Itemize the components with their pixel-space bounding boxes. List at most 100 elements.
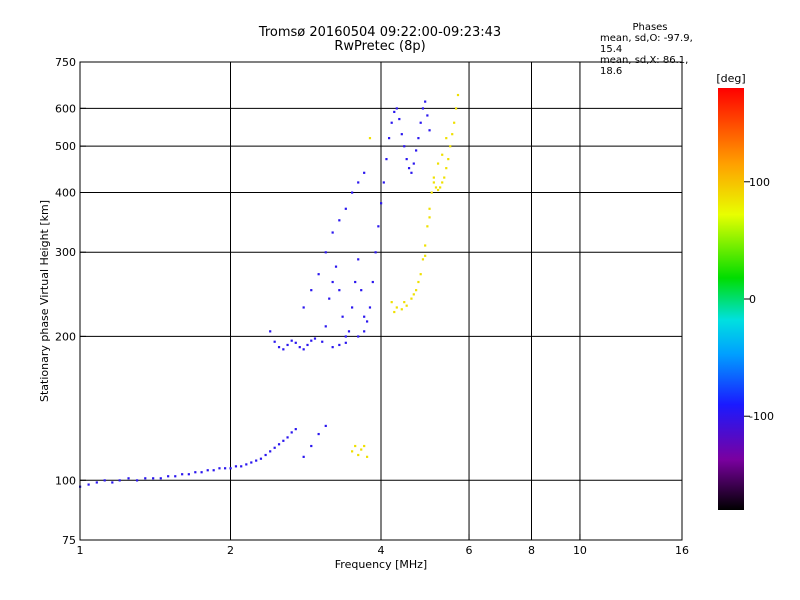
data-point-o bbox=[290, 339, 293, 342]
data-point-o bbox=[331, 231, 334, 234]
phase-stats-o: mean, sd,O: -97.9, 15.4 bbox=[600, 33, 693, 55]
data-point-o bbox=[286, 343, 289, 347]
data-point-o bbox=[324, 251, 327, 254]
data-point-x bbox=[390, 301, 393, 304]
data-point-o bbox=[385, 158, 388, 161]
phase-colorbar: [deg] 100 0 -100 bbox=[716, 72, 774, 510]
data-point-x bbox=[445, 137, 448, 140]
data-point-o bbox=[294, 428, 297, 431]
y-tick-label: 300 bbox=[55, 246, 76, 259]
colorbar-gradient bbox=[718, 88, 744, 510]
data-point-o bbox=[421, 107, 425, 110]
phase-stats-x: mean, sd,X: 86.1, 18.6 bbox=[600, 55, 689, 77]
data-point-o bbox=[269, 450, 272, 453]
data-point-o bbox=[206, 469, 209, 472]
data-point-o bbox=[354, 280, 357, 284]
x-tick-label: 10 bbox=[573, 544, 587, 557]
data-point-x bbox=[441, 181, 444, 184]
data-point-o bbox=[371, 280, 374, 284]
data-point-o bbox=[363, 171, 366, 174]
data-point-o bbox=[400, 133, 403, 136]
data-point-x bbox=[428, 207, 431, 210]
data-point-o bbox=[334, 265, 338, 268]
chart-title: Tromsø 20160504 09:22:00-09:23:43 bbox=[258, 25, 502, 40]
y-axis-label: Stationary phase Virtual Height [km] bbox=[38, 200, 51, 402]
data-point-o bbox=[357, 335, 360, 338]
data-point-o bbox=[111, 481, 114, 484]
data-point-o bbox=[282, 348, 285, 351]
data-point-o bbox=[377, 225, 380, 228]
data-point-o bbox=[393, 110, 396, 114]
data-point-o bbox=[174, 475, 177, 478]
data-point-x bbox=[428, 216, 431, 219]
colorbar-tick-label: 0 bbox=[749, 293, 756, 306]
data-point-x bbox=[410, 297, 413, 300]
data-point-x bbox=[436, 162, 440, 165]
y-tick-label: 200 bbox=[55, 330, 76, 343]
data-point-o bbox=[181, 473, 184, 476]
data-point-o bbox=[351, 306, 354, 309]
data-point-o bbox=[368, 306, 372, 309]
y-tick-label: 100 bbox=[55, 474, 76, 487]
data-point-o bbox=[390, 121, 393, 124]
data-points bbox=[79, 93, 460, 488]
data-point-o bbox=[200, 471, 203, 474]
phase-stats-title: Phases bbox=[632, 22, 668, 33]
data-point-o bbox=[365, 320, 369, 323]
data-point-o bbox=[294, 341, 297, 344]
data-point-x bbox=[449, 145, 452, 148]
data-point-o bbox=[338, 343, 341, 347]
data-point-x bbox=[439, 186, 442, 189]
x-tick-label: 6 bbox=[466, 544, 473, 557]
data-point-o bbox=[310, 289, 313, 292]
data-point-x bbox=[447, 158, 450, 161]
data-point-o bbox=[282, 439, 285, 442]
data-point-o bbox=[152, 477, 155, 480]
data-point-o bbox=[374, 251, 377, 254]
data-point-x bbox=[400, 308, 403, 311]
data-point-o bbox=[310, 444, 313, 448]
data-point-o bbox=[426, 114, 429, 117]
data-point-o bbox=[118, 479, 121, 482]
data-point-x bbox=[436, 188, 440, 192]
colorbar-tick-label: 100 bbox=[749, 176, 770, 189]
data-point-o bbox=[382, 181, 385, 184]
data-point-o bbox=[273, 340, 276, 343]
phase-stats: Phases mean, sd,O: -97.9, 15.4 mean, sd,… bbox=[600, 22, 700, 77]
data-point-o bbox=[338, 289, 341, 292]
data-point-o bbox=[290, 431, 293, 434]
data-point-o bbox=[344, 341, 347, 344]
data-point-o bbox=[95, 481, 98, 484]
data-point-x bbox=[412, 293, 415, 296]
data-point-o bbox=[103, 479, 106, 482]
x-tick-label: 8 bbox=[528, 544, 535, 557]
data-point-o bbox=[324, 424, 327, 428]
data-point-x bbox=[368, 137, 372, 140]
data-point-x bbox=[421, 258, 425, 261]
data-point-x bbox=[432, 176, 435, 179]
data-point-x bbox=[430, 191, 433, 194]
data-point-o bbox=[306, 343, 309, 347]
y-tick-label: 500 bbox=[55, 140, 76, 153]
data-point-o bbox=[310, 339, 313, 342]
data-point-o bbox=[405, 158, 408, 161]
x-tick-label: 2 bbox=[227, 544, 234, 557]
data-point-o bbox=[424, 100, 427, 103]
grid-lines bbox=[80, 62, 682, 540]
data-point-o bbox=[144, 477, 147, 480]
data-point-x bbox=[456, 93, 460, 97]
data-point-o bbox=[324, 325, 327, 328]
data-point-o bbox=[428, 129, 431, 132]
data-point-o bbox=[417, 137, 420, 140]
data-point-o bbox=[264, 453, 267, 457]
data-point-o bbox=[363, 330, 366, 333]
data-point-o bbox=[398, 117, 401, 121]
data-point-o bbox=[317, 273, 320, 276]
y-tick-label: 750 bbox=[55, 56, 76, 69]
data-point-x bbox=[354, 444, 357, 448]
data-point-o bbox=[412, 162, 415, 165]
colorbar-tick-label: -100 bbox=[749, 410, 774, 423]
data-point-x bbox=[357, 453, 360, 457]
data-point-o bbox=[269, 330, 272, 333]
